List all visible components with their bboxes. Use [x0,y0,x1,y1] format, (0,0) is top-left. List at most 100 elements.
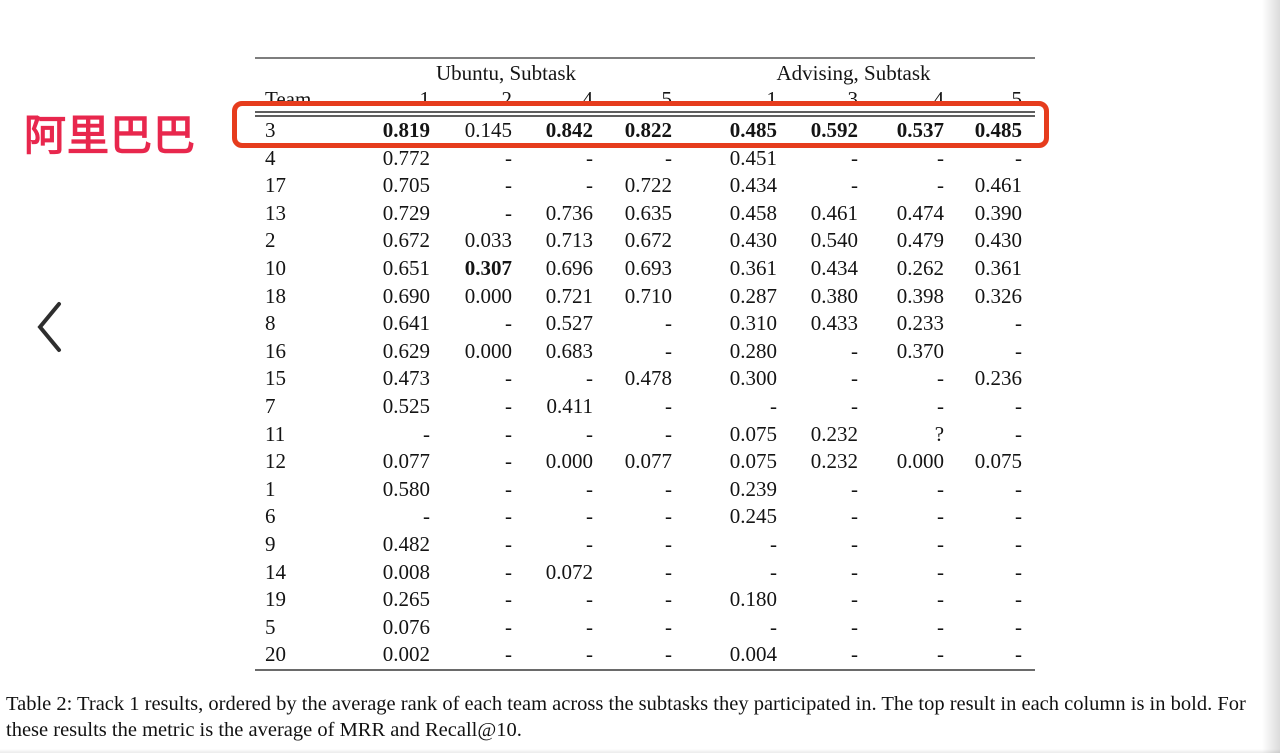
value-cell: 0.479 [896,228,945,253]
value-cell: 0.390 [974,200,1023,225]
value-cell: 0.819 [382,118,430,142]
value-cell: - [505,200,512,225]
value-cell: 0.411 [546,393,593,418]
value-cell: 0.008 [382,559,430,584]
value-cell: 0.461 [974,173,1023,198]
value-cell: - [937,587,945,612]
value-cell: - [665,476,673,501]
value-cell: - [937,145,945,170]
team-cell: 6 [265,504,276,529]
value-cell: 0.265 [382,587,430,612]
value-cell: 0.000 [464,338,512,363]
value-cell: 0.651 [382,255,430,280]
track1-results-table: Ubuntu, Subtask Advising, Subtask Team 1 2 4… [255,57,1036,671]
value-cell: - [937,393,945,418]
value-cell: 0.310 [729,311,778,336]
value-cell: - [851,614,859,639]
value-cell: - [851,642,859,667]
column-header-row: Team 1 2 4 5 1 3 4 5 [255,87,1036,114]
back-chevron-icon[interactable] [34,301,64,353]
value-cell: 0.232 [810,421,859,446]
value-cell: ? [934,421,945,446]
subtask-column-header: 4 [933,87,945,111]
value-cell: - [586,642,593,667]
value-cell: 0.361 [729,255,778,280]
team-cell: 15 [265,366,286,391]
value-cell: - [586,476,593,501]
value-cell: 0.729 [382,200,430,225]
results-table: Ubuntu, Subtask Advising, Subtask Team 1 2 4… [255,57,1036,671]
value-cell: - [770,531,778,556]
value-cell: - [505,145,512,170]
value-cell: - [1015,587,1023,612]
subtask-column-header: 1 [766,87,778,111]
value-cell: - [851,366,859,391]
value-cell: 0.033 [464,228,512,253]
value-cell: 0.307 [464,255,512,280]
value-cell: 0.361 [974,255,1023,280]
team-cell: 11 [265,421,286,446]
value-cell: 0.721 [545,283,593,308]
value-cell: - [1015,504,1023,529]
value-cell: 0.696 [545,255,593,280]
team-cell: 5 [265,614,276,639]
value-cell: 0.482 [382,531,430,556]
value-cell: - [586,145,593,170]
value-cell: 0.473 [382,366,430,391]
table-row-highlighted: 3 0.819 0.145 0.842 0.822 0.485 0.592 0.537 0.48… [255,114,1035,145]
value-cell: - [505,393,512,418]
value-cell: - [851,504,859,529]
value-cell: 0.635 [624,200,673,225]
value-cell: - [665,504,673,529]
value-cell: - [937,476,945,501]
team-cell: 1 [265,476,276,501]
subtask-column-header: 3 [847,87,859,111]
page-edge-shadow-right [1262,0,1280,753]
value-cell: 0.326 [974,283,1023,308]
subtask-column-header: 1 [419,87,431,111]
value-cell: 0.076 [382,614,430,639]
page-edge-shadow-bottom [0,749,1280,753]
value-cell: - [937,559,945,584]
table-row: 18 0.690 0.000 0.721 0.710 0.287 0.380 0.398 0.3… [255,283,1035,311]
value-cell: 0.236 [974,366,1023,391]
value-cell: 0.458 [729,200,778,225]
value-cell: - [1015,421,1023,446]
value-cell: - [505,476,512,501]
team-cell: 20 [265,642,286,667]
value-cell: 0.736 [545,200,593,225]
value-cell: 0.683 [545,338,593,363]
results-table-body: 3 0.819 0.145 0.842 0.822 0.485 0.592 0.537 0.48… [255,114,1035,670]
value-cell: - [505,366,512,391]
value-cell: - [1015,338,1023,363]
value-cell: - [586,421,593,446]
table-row: 4 0.772 - - - 0.451 - - - [255,145,1035,173]
value-cell: 0.722 [624,173,673,198]
group-header-row: Ubuntu, Subtask Advising, Subtask [255,58,1035,87]
table-row: 1 0.580 - - - 0.239 - - - [255,476,1035,504]
value-cell: - [770,559,778,584]
value-cell: 0.525 [382,393,430,418]
value-cell: - [665,587,673,612]
team-cell: 4 [265,145,276,170]
value-cell: - [505,504,512,529]
value-cell: - [1015,531,1023,556]
value-cell: - [665,531,673,556]
subtask-column-header: 5 [1011,87,1023,111]
value-cell: - [505,642,512,667]
value-cell: - [665,614,673,639]
value-cell: 0.540 [810,228,859,253]
team-column-header: Team [265,87,312,111]
team-cell: 2 [265,228,276,253]
team-cell: 18 [265,283,286,308]
value-cell: 0.380 [810,283,859,308]
value-cell: 0.075 [729,421,778,446]
value-cell: 0.262 [896,255,945,280]
team-cell: 7 [265,393,276,418]
group-header-label: Ubuntu, Subtask [436,61,577,85]
value-cell: - [665,393,673,418]
value-cell: - [505,531,512,556]
value-cell: - [851,476,859,501]
value-cell: 0.527 [545,311,593,336]
table-row: 11 - - - - 0.075 0.232? - [255,421,1035,449]
